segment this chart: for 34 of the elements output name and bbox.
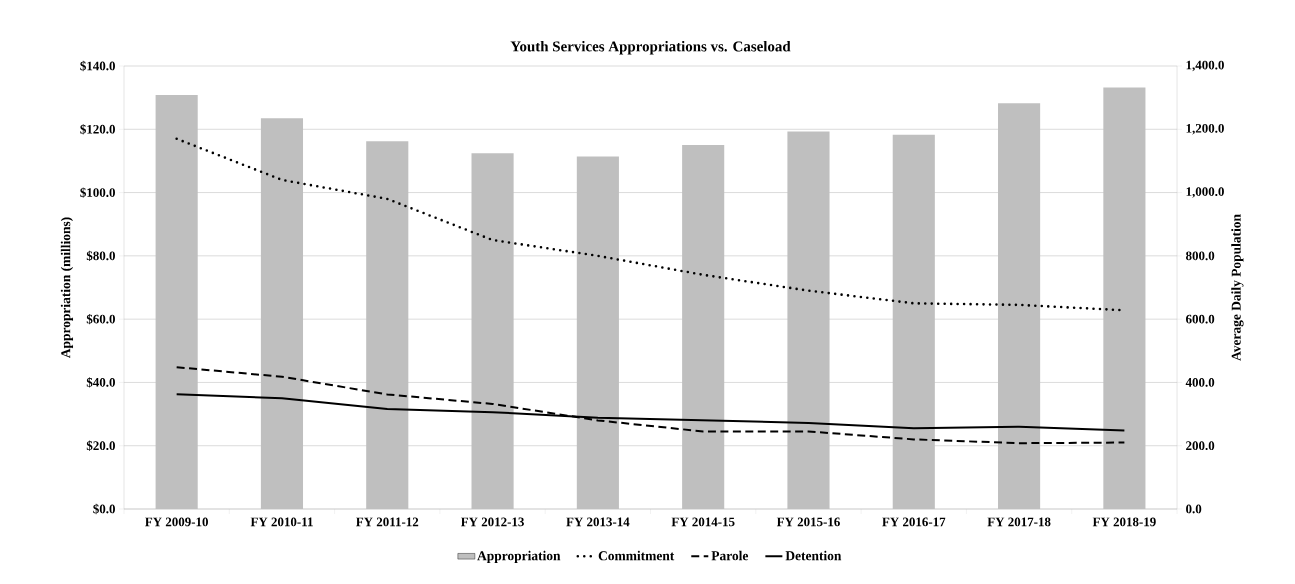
y2-tick-label: 1,000.0 — [1186, 187, 1224, 198]
x-tick-label: FY 2015-16 — [776, 517, 840, 527]
x-tick-label: FY 2010-11 — [250, 517, 313, 527]
y-tick-label: $120.0 — [80, 124, 115, 135]
y-tick-label: $20.0 — [86, 440, 115, 451]
y2-tick-label: 600.0 — [1186, 314, 1215, 324]
y-tick-label: $60.0 — [86, 313, 115, 325]
x-tick-label: FY 2009-10 — [145, 517, 208, 527]
y2-axis-title: Average Daily Population — [1231, 214, 1244, 361]
y-tick-label: $140.0 — [80, 60, 115, 72]
y-axis-title: Appropriation (millions) — [60, 217, 74, 359]
legend-label: Appropriation — [477, 550, 561, 564]
chart-title: Youth Services Appropriations vs. Caseload — [510, 40, 791, 55]
y-tick-label: $40.0 — [86, 377, 115, 388]
y2-tick-label: 800.0 — [1186, 251, 1215, 261]
y2-tick-label: 1,200.0 — [1186, 123, 1224, 135]
line-series — [175, 366, 1126, 445]
y2-tick-label: 400.0 — [1185, 378, 1215, 387]
x-tick-label: FY 2013-14 — [566, 517, 630, 527]
y2-tick-label: 200.0 — [1186, 441, 1215, 451]
y-tick-label: $0.0 — [93, 503, 115, 515]
y-tick-label: $80.0 — [86, 250, 115, 262]
legend-label: Detention — [785, 550, 842, 561]
y2-tick-label: 1,400.0 — [1186, 60, 1224, 72]
y-tick-label: $100.0 — [80, 187, 115, 198]
x-tick-label: FY 2017-18 — [987, 517, 1051, 527]
legend-label: Commitment — [598, 550, 675, 561]
x-tick-label: FY 2014-15 — [671, 517, 735, 527]
x-tick-label: FY 2018-19 — [1092, 517, 1156, 527]
y2-tick-label: 0.0 — [1186, 504, 1202, 514]
x-tick-label: FY 2011-12 — [356, 517, 419, 527]
x-tick-label: FY 2016-17 — [882, 517, 946, 527]
x-tick-label: FY 2012-13 — [460, 517, 524, 527]
legend-label: Parole — [711, 550, 749, 561]
